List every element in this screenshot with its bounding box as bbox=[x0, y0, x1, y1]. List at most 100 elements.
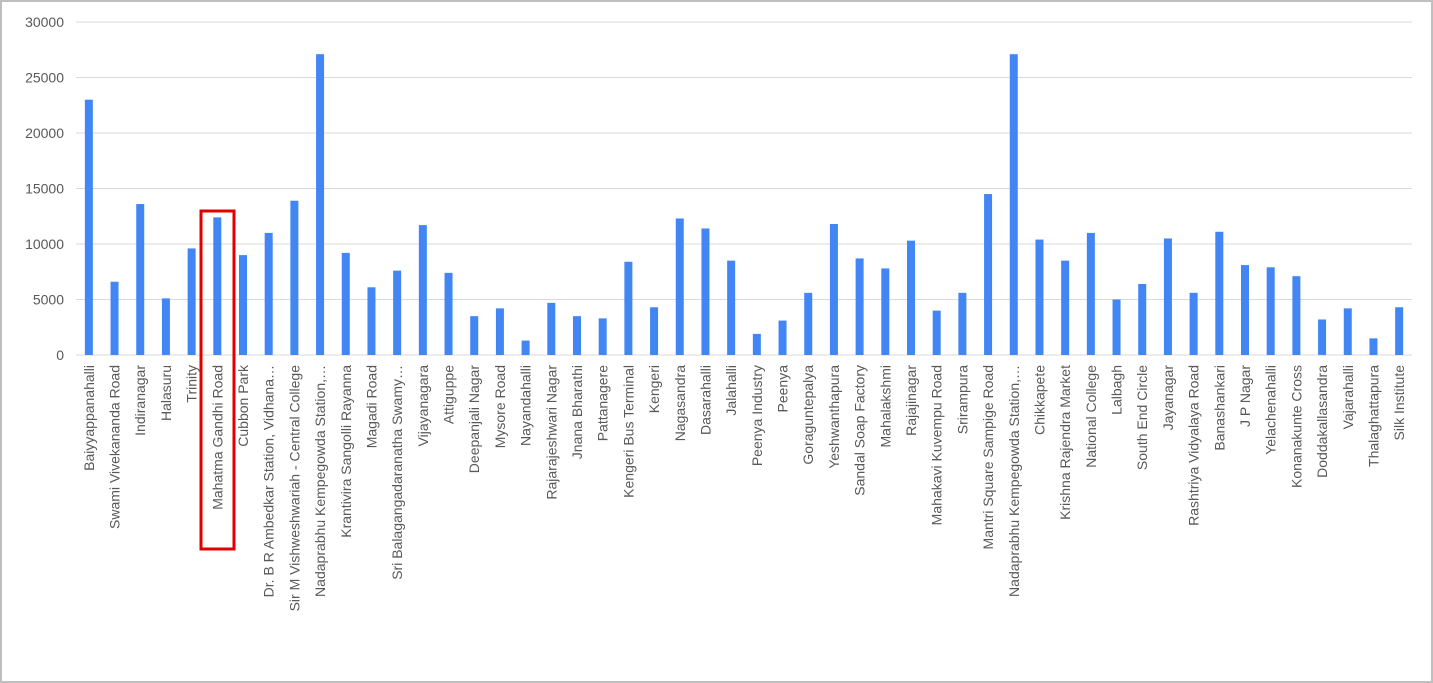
bar bbox=[701, 228, 710, 355]
x-tick-label: Goraguntepalya bbox=[800, 365, 816, 465]
bar bbox=[650, 307, 659, 355]
x-tick-label: Kengeri Bus Terminal bbox=[620, 365, 636, 498]
x-tick-label: Attiguppe bbox=[441, 365, 457, 424]
bar bbox=[367, 287, 376, 355]
x-tick-label: Indiranagar bbox=[132, 365, 148, 436]
bar bbox=[829, 224, 838, 355]
x-tick-label: Mantri Square Sampige Road bbox=[980, 365, 996, 549]
x-tick-label: Mahakavi Kuvempu Road bbox=[929, 365, 945, 525]
x-tick-label: South End Circle bbox=[1134, 365, 1150, 470]
x-tick-label: Yelachenahalli bbox=[1263, 365, 1279, 455]
y-tick-label: 15000 bbox=[25, 181, 64, 197]
x-tick-label: Magadi Road bbox=[363, 365, 379, 448]
x-tick-label: Peenya bbox=[775, 365, 791, 413]
y-tick-label: 0 bbox=[56, 347, 64, 363]
x-tick-label: Trinity bbox=[184, 365, 200, 403]
x-tick-label: J P Nagar bbox=[1237, 365, 1253, 427]
bar bbox=[521, 340, 530, 355]
x-tick-label: Konanakunte Cross bbox=[1288, 365, 1304, 488]
bar bbox=[444, 272, 453, 355]
bar bbox=[778, 320, 787, 355]
bar bbox=[1112, 299, 1121, 355]
x-tick-label: Silk Institute bbox=[1391, 365, 1407, 441]
bar bbox=[1009, 54, 1018, 355]
x-tick-label: Rashtriya Vidyalaya Road bbox=[1186, 365, 1202, 526]
bar bbox=[881, 268, 890, 355]
bar bbox=[1395, 307, 1404, 355]
x-tick-label: Lalbagh bbox=[1109, 365, 1125, 415]
bar bbox=[1241, 265, 1249, 355]
highlight-box bbox=[199, 209, 236, 551]
bar bbox=[624, 261, 633, 355]
x-tick-label: Banashankari bbox=[1211, 365, 1227, 451]
bar bbox=[958, 292, 967, 355]
x-tick-label: Nagasandra bbox=[672, 365, 688, 441]
x-tick-label: Mysore Road bbox=[492, 365, 508, 448]
x-tick-label: Peenya Industry bbox=[749, 365, 765, 466]
bar bbox=[1318, 319, 1327, 355]
x-tick-label: Halasuru bbox=[158, 365, 174, 421]
x-tick-label: Nadaprabhu Kempegowda Station,… bbox=[1006, 365, 1022, 597]
x-tick-label: Cubbon Park bbox=[235, 364, 251, 447]
bar bbox=[1343, 308, 1352, 355]
x-tick-label: Srirampura bbox=[954, 365, 970, 434]
y-tick-label: 25000 bbox=[25, 70, 64, 86]
x-tick-label: Vijayanagara bbox=[415, 365, 431, 447]
bar bbox=[752, 333, 761, 355]
x-tick-label: Nayandahalli bbox=[518, 365, 534, 446]
bar bbox=[470, 316, 479, 355]
plot-area: 0 5000 10000 15000 20000 25000 30000 Baiyyappan… bbox=[25, 14, 1412, 611]
bar bbox=[1189, 292, 1198, 355]
bar bbox=[675, 218, 684, 355]
bar bbox=[161, 298, 170, 355]
x-tick-label: Vajarahalli bbox=[1340, 365, 1356, 429]
bar bbox=[598, 318, 607, 355]
x-tick-label: Krishna Rajendra Market bbox=[1057, 365, 1073, 520]
bar bbox=[1086, 232, 1095, 355]
x-tick-label: Chikkapete bbox=[1031, 365, 1047, 435]
bar bbox=[573, 316, 581, 355]
x-tick-label: Yeshwanthapura bbox=[826, 365, 842, 469]
x-tick-label: Doddakallasandra bbox=[1314, 365, 1330, 478]
x-tick-label: Jayanagar bbox=[1160, 365, 1176, 431]
bar bbox=[907, 240, 915, 355]
bar bbox=[1266, 267, 1275, 355]
bar bbox=[290, 200, 299, 355]
x-tick-label: Thalaghattapura bbox=[1365, 365, 1381, 467]
bar bbox=[547, 302, 556, 355]
bar bbox=[187, 248, 196, 355]
y-tick-label: 20000 bbox=[25, 125, 64, 141]
x-tick-label: Sri Balagangadaranatha Swamy… bbox=[389, 365, 405, 580]
bar bbox=[136, 204, 145, 355]
bar bbox=[804, 292, 813, 355]
x-tick-label: Rajajinagar bbox=[903, 365, 919, 436]
bar bbox=[1138, 283, 1147, 355]
bar bbox=[727, 260, 736, 355]
x-tick-label: Krantivira Sangolli Rayanna bbox=[338, 365, 354, 538]
bar bbox=[264, 232, 273, 355]
x-tick-label: Dr. B R Ambedkar Station, Vidhana… bbox=[261, 365, 277, 597]
bar bbox=[1215, 231, 1224, 355]
bar bbox=[1292, 276, 1301, 355]
bar bbox=[855, 258, 864, 355]
x-tick-label: Nadaprabhu Kempegowda Station,… bbox=[312, 365, 328, 597]
x-tick-label: National College bbox=[1083, 365, 1099, 468]
bar bbox=[239, 255, 247, 355]
bar bbox=[1163, 238, 1172, 355]
bar bbox=[1061, 260, 1070, 355]
y-tick-label: 10000 bbox=[25, 236, 64, 252]
y-tick-label: 5000 bbox=[33, 292, 64, 308]
x-tick-label: Jnana Bharathi bbox=[569, 365, 585, 459]
bar bbox=[1369, 338, 1378, 355]
bar bbox=[984, 194, 993, 355]
x-tick-label: Rajarajeshwari Nagar bbox=[543, 365, 559, 500]
bar bbox=[84, 99, 93, 355]
bar bbox=[316, 54, 325, 355]
x-tick-label: Pattanagere bbox=[595, 365, 611, 441]
x-tick-label: Sir M Vishweshwariah - Central College bbox=[286, 365, 302, 612]
bar bbox=[393, 270, 402, 355]
bar bbox=[341, 252, 350, 355]
x-tick-label: Kengeri bbox=[646, 365, 662, 413]
bar bbox=[418, 225, 427, 355]
